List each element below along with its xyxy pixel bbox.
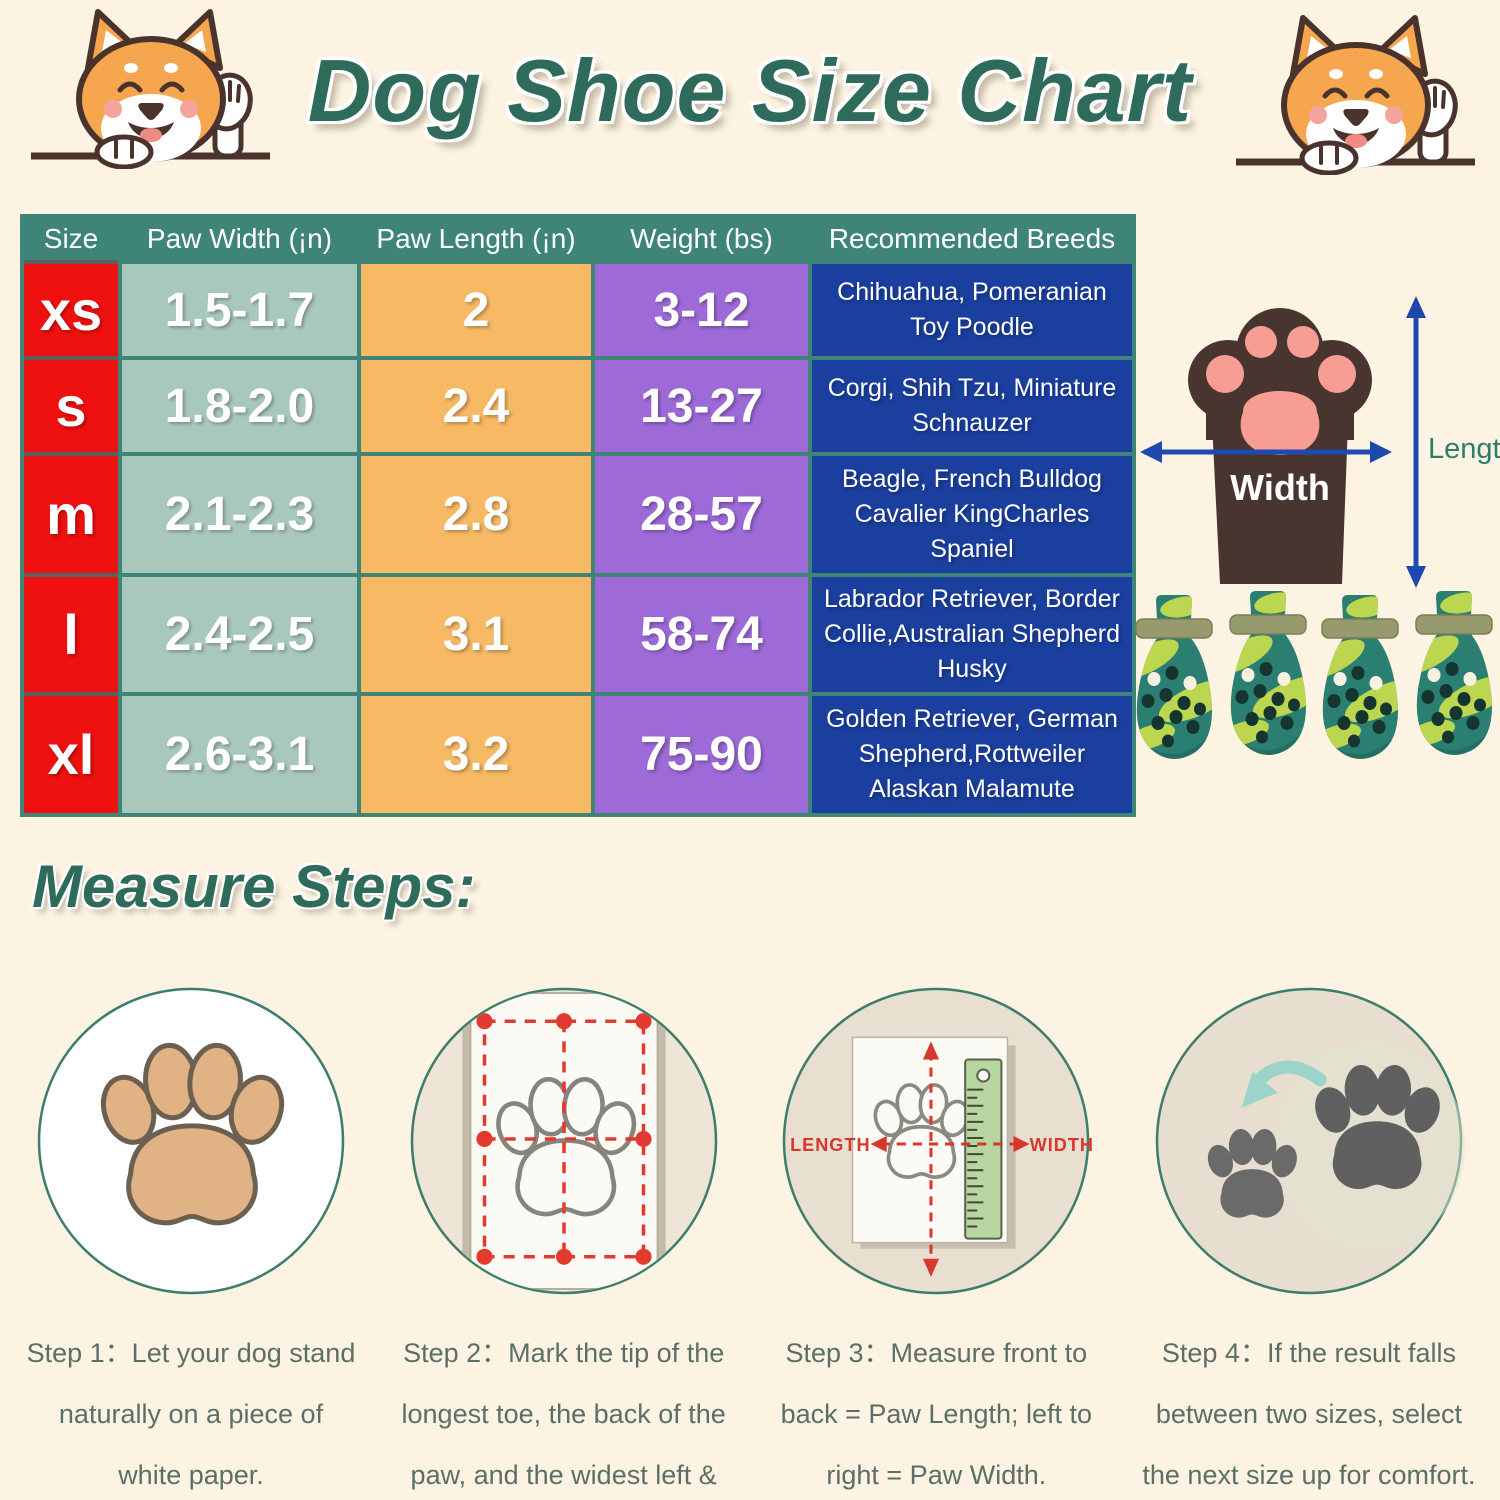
page-title: Dog Shoe Size Chart: [307, 41, 1193, 140]
column-header-paw-length: Paw Length (¡n): [361, 218, 591, 260]
paw-length-m: 2.8: [361, 456, 591, 573]
step-2-caption: Step 2：Mark the tip of the longest toe, …: [401, 1338, 726, 1490]
length-label: Length: [1428, 433, 1500, 465]
size-label-s: s: [24, 356, 118, 452]
step-1-paw-illustration: [37, 987, 345, 1295]
breeds-s: Corgi, Shih Tzu, Miniature Schnauzer: [812, 360, 1132, 452]
length-width-arrows: [870, 1041, 1030, 1277]
column-header-size: Size: [24, 218, 118, 260]
step-3-measure-illustration: LENGTH WIDTH: [783, 987, 1092, 1295]
step-3-caption: Step 3：Measure front to back = Paw Lengt…: [780, 1338, 1093, 1490]
step-3-card: LENGTH WIDTH Step 3：Measure front to bac…: [761, 985, 1111, 1500]
step-2-mark-illustration: [410, 987, 717, 1295]
paw-width-m: 2.1-2.3: [122, 456, 357, 573]
step-4-caption: Step 4：If the result falls between two s…: [1142, 1338, 1476, 1490]
step-1-caption: Step 1：Let your dog stand naturally on a…: [26, 1338, 356, 1490]
measure-steps-row: Step 1：Let your dog stand naturally on a…: [0, 985, 1500, 1500]
paw-width-s: 1.8-2.0: [122, 360, 357, 452]
weight-l: 58-74: [595, 577, 808, 692]
step-4-card: Step 4：If the result falls between two s…: [1134, 985, 1484, 1500]
width-label: Width: [1230, 467, 1330, 508]
step-4-size-up-illustration: [1155, 987, 1465, 1295]
size-label-xs: xs: [24, 260, 118, 356]
size-label-l: l: [24, 573, 118, 692]
weight-m: 28-57: [595, 456, 808, 573]
weight-s: 13-27: [595, 360, 808, 452]
paw-length-xl: 3.2: [361, 696, 591, 813]
paw-measure-diagram: Width Length: [1140, 296, 1500, 588]
weight-xs: 3-12: [595, 264, 808, 356]
step-1-card: Step 1：Let your dog stand naturally on a…: [16, 985, 366, 1500]
breeds-l: Labrador Retriever, Border Collie,Austra…: [812, 577, 1132, 692]
measure-steps-heading: Measure Steps:: [32, 853, 476, 920]
width-arrow: [1140, 441, 1392, 463]
step-2-card: Step 2：Mark the tip of the longest toe, …: [389, 985, 739, 1500]
paw-silhouette: [1188, 308, 1372, 584]
breeds-m: Beagle, French Bulldog Cavalier KingChar…: [812, 456, 1132, 573]
weight-xl: 75-90: [595, 696, 808, 813]
corgi-icon-right: [1236, 15, 1475, 175]
corgi-icon-left: [31, 9, 270, 169]
paw-width-l: 2.4-2.5: [122, 577, 357, 692]
dog-shoes-image: [1130, 585, 1498, 785]
column-header-breeds: Recommended Breeds: [812, 218, 1132, 260]
ruler-icon: [964, 1058, 1003, 1240]
size-up-arrow-icon: [1241, 1060, 1327, 1108]
step-3-width-label: WIDTH: [1030, 1135, 1092, 1155]
breeds-xl: Golden Retriever, German Shepherd,Rottwe…: [812, 696, 1132, 813]
column-header-weight: Weight (bs): [595, 218, 808, 260]
size-table: Size Paw Width (¡n) Paw Length (¡n) Weig…: [20, 214, 1136, 817]
paw-length-s: 2.4: [361, 360, 591, 452]
size-label-xl: xl: [24, 692, 118, 813]
column-header-paw-width: Paw Width (¡n): [122, 218, 357, 260]
paw-width-xl: 2.6-3.1: [122, 696, 357, 813]
length-arrow: [1406, 296, 1426, 588]
paw-width-xs: 1.5-1.7: [122, 264, 357, 356]
paw-length-xs: 2: [361, 264, 591, 356]
step-3-length-label: LENGTH: [790, 1135, 870, 1155]
paw-length-l: 3.1: [361, 577, 591, 692]
size-label-m: m: [24, 452, 118, 573]
breeds-xs: Chihuahua, Pomeranian Toy Poodle: [812, 264, 1132, 356]
